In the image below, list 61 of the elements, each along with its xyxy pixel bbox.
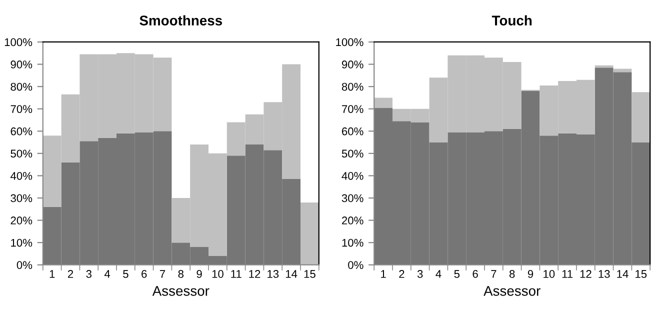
y-tick-label: 60% <box>10 127 32 136</box>
y-tick-label: 100% <box>336 38 364 46</box>
y-tick-label: 50% <box>10 150 32 158</box>
x-tick-label: 7 <box>491 270 496 278</box>
y-tick-label: 10% <box>342 238 364 247</box>
x-tick-label: 8 <box>178 270 184 278</box>
x-tick-label: 15 <box>636 270 647 278</box>
x-tick-label: 9 <box>528 270 534 278</box>
chart-title: Smoothness <box>140 15 222 26</box>
bar <box>632 92 650 142</box>
x-tick-label: 4 <box>104 270 110 278</box>
x-tick-label: 6 <box>142 270 147 278</box>
y-tick-label: 70% <box>10 105 32 113</box>
x-tick-label: 5 <box>123 270 128 278</box>
y-tick-label: 20% <box>342 216 364 224</box>
bar <box>613 68 632 72</box>
x-tick-label: 1 <box>381 270 386 278</box>
y-tick-label: 100% <box>4 38 32 46</box>
x-tick-label: 9 <box>196 270 202 278</box>
x-tick-label: 14 <box>286 270 298 278</box>
y-tick-label: 0% <box>348 261 364 269</box>
x-tick-label: 12 <box>580 270 592 278</box>
y-tick-label: 80% <box>10 82 32 91</box>
x-tick-label: 13 <box>268 270 279 278</box>
y-tick-label: 70% <box>342 105 364 113</box>
y-tick-label: 20% <box>10 216 32 224</box>
x-tick-label: 14 <box>617 270 628 278</box>
x-tick-label: 11 <box>562 270 573 278</box>
x-tick-label: 7 <box>160 270 166 278</box>
x-tick-label: 13 <box>598 270 610 278</box>
y-tick-label: 0% <box>16 261 32 269</box>
bar <box>594 65 614 68</box>
y-tick-label: 40% <box>10 172 32 180</box>
x-tick-label: 10 <box>212 270 224 278</box>
x-tick-label: 2 <box>68 270 74 278</box>
x-axis-title: Assessor <box>152 286 210 296</box>
y-tick-label: 30% <box>342 194 364 202</box>
x-tick-label: 15 <box>304 270 316 278</box>
bar <box>300 202 319 265</box>
y-tick-label: 10% <box>11 238 32 247</box>
x-tick-label: 3 <box>86 270 92 278</box>
y-tick-label: 50% <box>342 150 364 158</box>
y-tick-label: 40% <box>342 172 364 180</box>
y-tick-label: 90% <box>10 60 32 68</box>
chart-title: Touch <box>492 15 532 26</box>
x-tick-label: 8 <box>509 270 515 278</box>
x-tick-label: 2 <box>399 270 404 278</box>
y-tick-label: 60% <box>342 127 364 136</box>
x-tick-label: 11 <box>231 270 242 278</box>
x-tick-label: 12 <box>249 270 260 278</box>
y-tick-label: 90% <box>342 60 364 68</box>
x-axis-title: Assessor <box>484 286 540 296</box>
x-tick-label: 3 <box>417 270 423 278</box>
bar <box>374 98 392 108</box>
x-tick-label: 6 <box>472 270 478 278</box>
x-tick-label: 1 <box>50 270 55 278</box>
x-tick-label: 5 <box>454 270 460 278</box>
y-tick-label: 30% <box>10 194 32 202</box>
y-tick-label: 80% <box>342 82 364 91</box>
x-tick-label: 10 <box>544 270 555 278</box>
x-tick-label: 4 <box>436 270 442 278</box>
